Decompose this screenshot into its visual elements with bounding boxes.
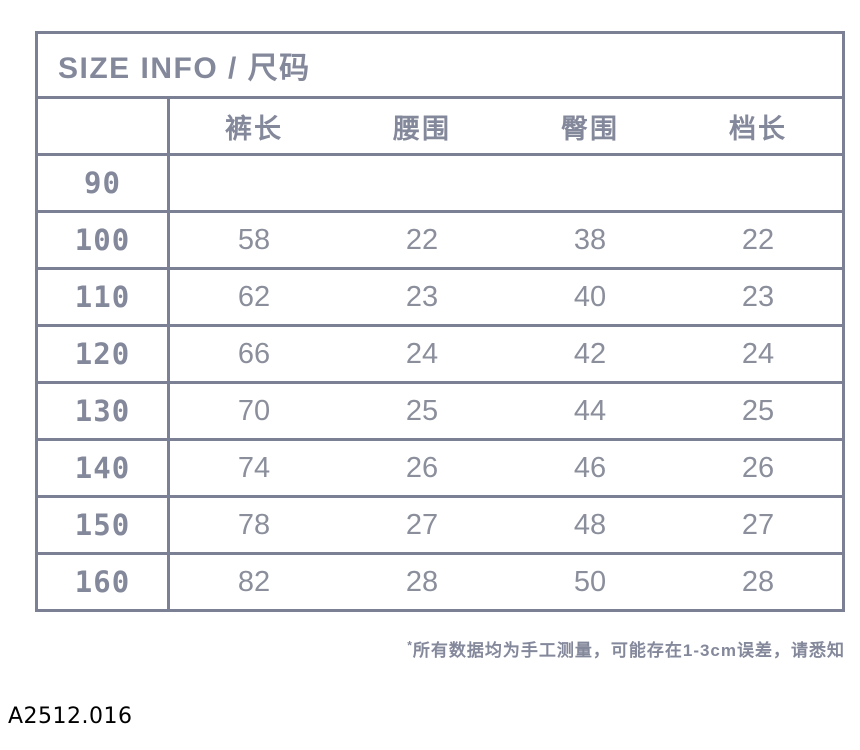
sku-code: A2512.016 [8,704,133,729]
column-header: 裤长 [225,113,283,144]
table-row: 160 82 28 50 28 [38,552,842,609]
cell-value: 27 [405,508,439,541]
cell-value: 70 [237,394,271,427]
size-label: 140 [74,451,131,485]
cell-value: 58 [237,223,271,256]
cell-value: 22 [741,223,775,256]
table-row: 100 58 22 38 22 [38,210,842,267]
cell-value: 62 [237,280,271,313]
table-title-row: SIZE INFO / 尺码 [38,34,842,96]
measurement-disclaimer: *所有数据均为手工测量，可能存在1-3cm误差，请悉知 [35,636,845,661]
cell-value: 74 [237,451,271,484]
table-row: 150 78 27 48 27 [38,495,842,552]
header-size-cell-empty [38,99,170,153]
cell-value: 46 [573,451,607,484]
cell-value: 22 [405,223,439,256]
size-table: SIZE INFO / 尺码 裤长 腰围 臀围 档长 90 100 58 [35,31,845,612]
cell-value: 50 [573,565,607,598]
size-label: 100 [74,223,131,257]
size-chart: SIZE INFO / 尺码 裤长 腰围 臀围 档长 90 100 58 [35,31,845,661]
table-row: 90 [38,153,842,210]
column-header: 腰围 [393,113,451,144]
cell-value: 23 [405,280,439,313]
cell-value: 38 [573,223,607,256]
cell-value: 48 [573,508,607,541]
cell-value: 28 [741,565,775,598]
table-header-row: 裤长 腰围 臀围 档长 [38,96,842,153]
cell-value: 23 [741,280,775,313]
page-title: SIZE INFO / 尺码 [58,52,311,85]
cell-value: 28 [405,565,439,598]
size-label: 150 [74,508,131,542]
table-row: 130 70 25 44 25 [38,381,842,438]
cell-value: 40 [573,280,607,313]
size-label: 120 [74,337,131,371]
cell-value: 42 [573,337,607,370]
size-label: 160 [74,565,131,599]
size-label: 130 [74,394,131,428]
table-row: 120 66 24 42 24 [38,324,842,381]
cell-value: 66 [237,337,271,370]
cell-value: 82 [237,565,271,598]
cell-value: 27 [741,508,775,541]
table-row: 140 74 26 46 26 [38,438,842,495]
table-row: 110 62 23 40 23 [38,267,842,324]
size-label: 90 [84,166,121,200]
column-header: 档长 [729,113,787,144]
cell-value: 25 [405,394,439,427]
cell-value: 24 [741,337,775,370]
cell-value: 26 [405,451,439,484]
column-header: 臀围 [561,113,619,144]
cell-value: 44 [573,394,607,427]
size-label: 110 [74,280,131,314]
cell-value: 24 [405,337,439,370]
asterisk-mark: * [407,638,413,653]
cell-value: 25 [741,394,775,427]
cell-value: 26 [741,451,775,484]
cell-value: 78 [237,508,271,541]
header-columns: 裤长 腰围 臀围 档长 [170,99,842,153]
disclaimer-text: 所有数据均为手工测量，可能存在1-3cm误差，请悉知 [412,641,845,660]
